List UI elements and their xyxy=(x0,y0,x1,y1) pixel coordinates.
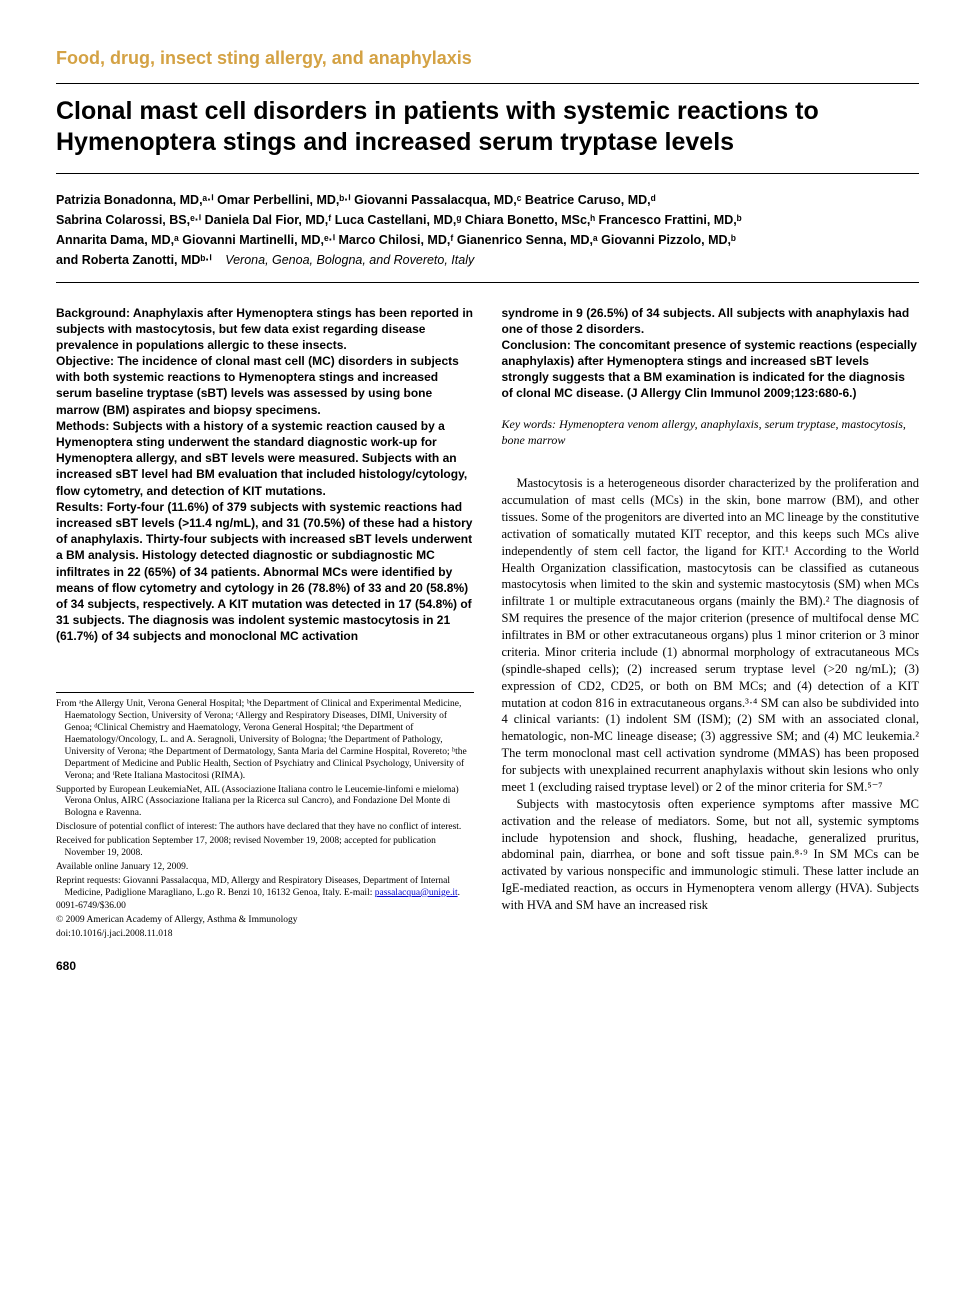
footnote-email-link[interactable]: passalacqua@unige.it xyxy=(375,888,458,898)
abstract-results-cont: syndrome in 9 (26.5%) of 34 subjects. Al… xyxy=(502,306,910,336)
footnote-doi: doi:10.1016/j.jaci.2008.11.018 xyxy=(56,929,474,941)
page-number: 680 xyxy=(56,959,474,973)
abstract-results: Forty-four (11.6%) of 379 subjects with … xyxy=(56,500,472,644)
keywords-label: Key words: xyxy=(502,417,557,431)
abstract-background-label: Background: xyxy=(56,306,130,320)
abstract-objective: The incidence of clonal mast cell (MC) d… xyxy=(56,354,459,417)
body-paragraph: Mastocytosis is a heterogeneous disorder… xyxy=(502,475,920,796)
content-columns: Background: Anaphylaxis after Hymenopter… xyxy=(56,305,919,974)
keywords-text: Hymenoptera venom allergy, anaphylaxis, … xyxy=(502,417,906,448)
section-header: Food, drug, insect sting allergy, and an… xyxy=(56,48,919,69)
footnote-reprint: Reprint requests: Giovanni Passalacqua, … xyxy=(56,876,474,900)
right-column: syndrome in 9 (26.5%) of 34 subjects. Al… xyxy=(502,305,920,974)
abstract-cont: syndrome in 9 (26.5%) of 34 subjects. Al… xyxy=(502,305,920,402)
abstract: Background: Anaphylaxis after Hymenopter… xyxy=(56,305,474,645)
keywords: Key words: Hymenoptera venom allergy, an… xyxy=(502,416,920,450)
authors-line: Sabrina Colarossi, BS,ᵉ·ⁱ Daniela Dal Fi… xyxy=(56,213,742,227)
authors-line: and Roberta Zanotti, MDᵇ·ⁱ xyxy=(56,253,212,267)
abstract-results-label: Results: xyxy=(56,500,103,514)
body-paragraph: Subjects with mastocytosis often experie… xyxy=(502,796,920,914)
title-block: Clonal mast cell disorders in patients w… xyxy=(56,83,919,174)
footnote-received: Received for publication September 17, 2… xyxy=(56,836,474,860)
authors-line: Patrizia Bonadonna, MD,ᵃ·ⁱ Omar Perbelli… xyxy=(56,193,656,207)
footnote-from: From ᵃthe Allergy Unit, Verona General H… xyxy=(56,699,474,782)
abstract-conclusion-label: Conclusion: xyxy=(502,338,571,352)
authors-block: Patrizia Bonadonna, MD,ᵃ·ⁱ Omar Perbelli… xyxy=(56,190,919,283)
footnote-issn: 0091-6749/$36.00 xyxy=(56,901,474,913)
article-title: Clonal mast cell disorders in patients w… xyxy=(56,96,919,159)
footnote-available: Available online January 12, 2009. xyxy=(56,862,474,874)
left-column: Background: Anaphylaxis after Hymenopter… xyxy=(56,305,474,974)
footnote-disclosure: Disclosure of potential conflict of inte… xyxy=(56,822,474,834)
body-text: Mastocytosis is a heterogeneous disorder… xyxy=(502,475,920,914)
footnote-supported: Supported by European LeukemiaNet, AIL (… xyxy=(56,785,474,821)
abstract-methods: Subjects with a history of a systemic re… xyxy=(56,419,467,498)
abstract-methods-label: Methods: xyxy=(56,419,109,433)
authors-line: Annarita Dama, MD,ᵃ Giovanni Martinelli,… xyxy=(56,233,736,247)
footnote-copyright: © 2009 American Academy of Allergy, Asth… xyxy=(56,915,474,927)
abstract-objective-label: Objective: xyxy=(56,354,114,368)
authors-city: Verona, Genoa, Bologna, and Rovereto, It… xyxy=(225,253,474,267)
footnotes: From ᵃthe Allergy Unit, Verona General H… xyxy=(56,692,474,941)
